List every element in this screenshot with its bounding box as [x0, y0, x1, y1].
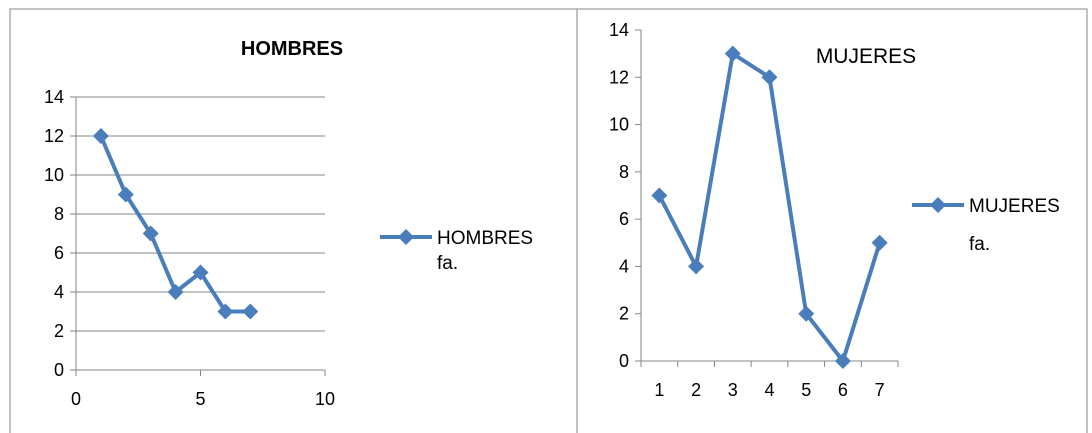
hombres-legend-label-1: HOMBRES — [437, 228, 533, 249]
hombres-y-tick-label: 2 — [54, 321, 64, 341]
mujeres-y-tick-label: 10 — [609, 115, 629, 135]
mujeres-data-point — [761, 69, 778, 86]
mujeres-legend-label-1: MUJERES — [969, 196, 1060, 217]
mujeres-x-tick-label: 4 — [764, 380, 774, 400]
hombres-legend-marker — [398, 229, 414, 245]
hombres-x-tick-label: 0 — [71, 389, 81, 409]
hombres-series — [92, 128, 259, 320]
hombres-legend-label-2: fa. — [437, 253, 458, 274]
hombres-y-tick-label: 0 — [54, 360, 64, 380]
hombres-data-point — [242, 303, 259, 320]
hombres-legend: HOMBRES fa. — [380, 228, 533, 274]
mujeres-y-tick-label: 12 — [609, 67, 629, 87]
hombres-x-tick-labels: 0 5 10 — [71, 389, 335, 409]
hombres-data-point — [167, 284, 184, 300]
mujeres-y-tick-labels: 0 2 4 6 8 10 12 14 — [609, 20, 629, 371]
mujeres-series — [651, 45, 888, 369]
hombres-chart: HOMBRES 0 2 4 6 8 10 12 14 0 5 10 HOMBRES fa. — [44, 38, 533, 409]
mujeres-axes — [635, 29, 899, 367]
hombres-chart-title: HOMBRES — [241, 38, 343, 60]
mujeres-legend: MUJERES fa. — [912, 196, 1060, 255]
mujeres-legend-marker — [930, 197, 946, 213]
hombres-y-tick-label: 6 — [54, 243, 64, 263]
hombres-y-tick-label: 14 — [44, 87, 64, 107]
chart-frame-mujeres — [576, 8, 1088, 433]
mujeres-y-tick-label: 8 — [619, 162, 629, 182]
mujeres-x-tick-label: 5 — [801, 380, 811, 400]
mujeres-y-tick-label: 4 — [619, 256, 629, 276]
mujeres-y-tick-label: 2 — [619, 304, 629, 324]
mujeres-data-point — [724, 45, 741, 62]
mujeres-x-tick-label: 7 — [875, 380, 885, 400]
mujeres-y-tick-label: 14 — [609, 20, 629, 40]
hombres-x-tick-label: 10 — [315, 389, 335, 409]
mujeres-chart-title: MUJERES — [816, 45, 916, 68]
mujeres-x-tick-label: 2 — [691, 380, 701, 400]
mujeres-legend-label-2: fa. — [969, 234, 990, 255]
hombres-data-point — [117, 186, 134, 203]
mujeres-x-tick-labels: 1 2 3 4 5 6 7 — [654, 380, 884, 400]
mujeres-data-point — [651, 187, 668, 204]
hombres-data-point — [192, 264, 209, 281]
mujeres-data-point — [688, 258, 705, 275]
hombres-gridlines — [76, 96, 325, 371]
mujeres-y-tick-label: 0 — [619, 351, 629, 371]
hombres-axes — [70, 96, 326, 376]
mujeres-x-tick-label: 6 — [838, 380, 848, 400]
hombres-y-tick-label: 12 — [44, 126, 64, 146]
hombres-x-tick-label: 5 — [195, 389, 205, 409]
hombres-data-point — [217, 303, 234, 320]
hombres-y-tick-label: 8 — [54, 204, 64, 224]
hombres-y-tick-labels: 0 2 4 6 8 10 12 14 — [44, 87, 64, 380]
mujeres-series-line — [657, 51, 882, 363]
mujeres-x-tick-label: 1 — [654, 380, 664, 400]
hombres-y-tick-label: 4 — [54, 282, 64, 302]
mujeres-data-point — [798, 305, 815, 322]
hombres-data-point — [142, 225, 159, 242]
hombres-data-point — [92, 128, 109, 144]
chart-frame-hombres — [9, 8, 578, 433]
mujeres-data-point — [871, 234, 888, 251]
hombres-y-tick-label: 10 — [44, 165, 64, 185]
mujeres-y-tick-label: 6 — [619, 209, 629, 229]
mujeres-x-tick-label: 3 — [728, 380, 738, 400]
mujeres-data-point — [834, 353, 851, 369]
